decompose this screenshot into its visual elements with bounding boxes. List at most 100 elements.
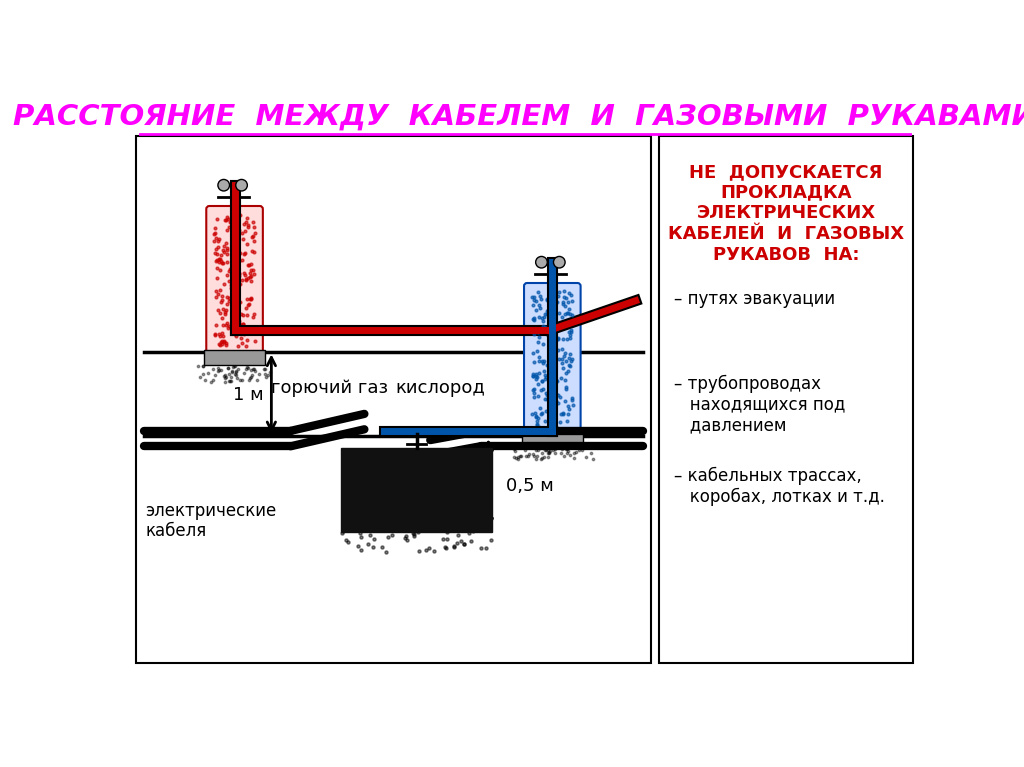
Point [239,309,255,321]
Point [510,451,526,463]
Point [472,542,488,555]
Point [245,216,261,228]
Point [563,353,580,365]
Point [208,319,224,331]
Point [238,301,254,314]
Point [239,334,255,346]
Point [243,364,259,376]
Point [212,339,228,351]
Point [542,300,558,312]
Point [230,268,247,280]
Point [547,439,563,451]
Point [223,370,240,383]
Point [556,299,572,311]
Point [213,257,229,269]
Text: РАССТОЯНИЕ  МЕЖДУ  КАБЕЛЕМ  И  ГАЗОВЫМИ  РУКАВАМИ: РАССТОЯНИЕ МЕЖДУ КАБЕЛЕМ И ГАЗОВЫМИ РУКА… [13,103,1024,130]
Point [209,272,225,284]
Point [234,318,251,331]
Point [238,272,254,285]
Point [261,366,278,378]
Point [534,437,550,449]
Point [543,320,559,332]
Point [367,533,383,545]
Point [531,302,548,314]
Point [547,339,563,351]
Point [243,293,259,305]
Point [534,355,550,367]
Point [535,407,551,419]
Point [525,384,542,397]
Point [531,311,548,323]
Point [240,272,256,285]
Point [359,538,376,551]
Point [554,343,570,355]
Point [556,438,572,450]
Point [216,336,232,348]
Point [197,374,213,387]
Point [534,311,550,324]
Point [217,213,233,225]
Point [513,438,529,450]
Point [226,360,243,372]
Point [554,311,570,323]
Point [545,345,561,357]
Point [217,308,233,320]
Point [232,296,249,308]
Point [236,233,252,245]
Point [226,259,243,272]
Point [563,309,580,321]
Point [195,360,211,373]
Point [226,265,243,278]
Point [210,235,226,247]
Point [191,371,208,384]
Point [207,328,223,341]
Point [539,305,555,318]
Point [223,222,240,235]
Point [525,370,542,383]
Point [437,524,454,536]
Point [548,334,564,347]
Point [573,444,590,456]
Point [546,384,562,397]
Point [211,253,227,265]
Point [221,295,238,308]
Point [240,362,256,374]
Point [530,367,547,379]
Point [243,258,259,270]
Point [550,290,566,302]
Point [535,383,551,395]
Point [556,285,572,297]
Point [463,535,479,548]
Point [245,264,261,276]
Point [536,315,552,328]
Point [222,278,239,291]
Point [238,216,254,229]
Point [538,442,554,454]
Point [508,452,524,464]
Point [559,415,575,427]
Point [555,362,571,374]
Point [568,446,585,459]
Point [224,260,241,272]
Point [544,384,560,396]
Point [530,351,547,363]
Point [230,340,247,352]
Point [216,240,232,252]
Point [526,407,543,419]
Point [220,265,237,277]
Point [456,538,472,551]
Point [515,438,531,450]
Point [456,538,472,551]
Point [546,443,562,455]
Point [514,438,530,450]
Point [543,407,559,419]
Point [223,282,240,295]
Circle shape [236,179,248,191]
Point [465,525,481,538]
Point [562,288,579,301]
Point [200,367,216,380]
Point [547,357,563,370]
Point [211,328,227,340]
Text: – путях эвакуации: – путях эвакуации [675,290,836,308]
Point [530,443,547,456]
